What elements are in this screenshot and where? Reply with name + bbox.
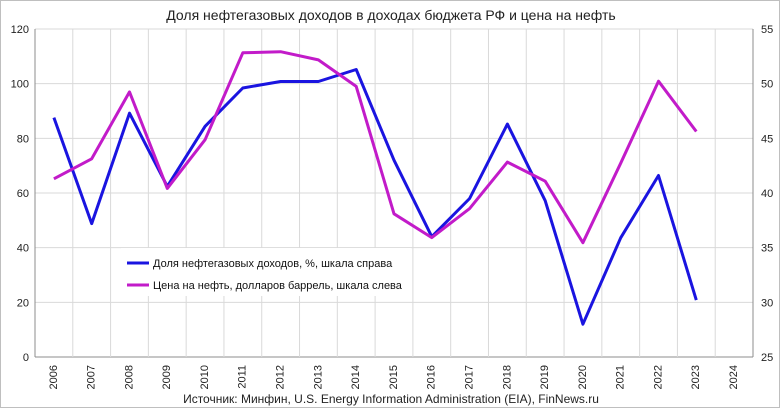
x-tick-label: 2021 bbox=[615, 365, 627, 389]
x-tick-label: 2007 bbox=[86, 365, 98, 389]
x-tick-label: 2013 bbox=[312, 365, 324, 389]
right-axis-ticks: 25 30 35 40 45 50 55 bbox=[761, 24, 773, 364]
legend: Доля нефтегазовых доходов, %, шкала спра… bbox=[121, 248, 411, 296]
x-tick-label: 2022 bbox=[652, 365, 664, 389]
x-tick-label: 2016 bbox=[426, 365, 438, 389]
series-line-oil-price bbox=[53, 50, 698, 245]
legend-label-revenue-share: Доля нефтегазовых доходов, %, шкала спра… bbox=[153, 258, 393, 270]
x-tick-label: 2011 bbox=[237, 365, 249, 389]
source-note: Источник: Минфин, U.S. Energy Informatio… bbox=[183, 392, 599, 406]
left-tick-label: 80 bbox=[17, 133, 29, 145]
x-tick-label: 2009 bbox=[161, 365, 173, 389]
x-tick-label: 2008 bbox=[123, 365, 135, 389]
x-tick-label: 2010 bbox=[199, 365, 211, 389]
left-tick-label: 60 bbox=[17, 188, 29, 200]
right-tick-label: 55 bbox=[761, 24, 773, 36]
left-tick-label: 100 bbox=[11, 79, 29, 91]
x-tick-label: 2023 bbox=[690, 365, 702, 389]
left-tick-label: 20 bbox=[17, 297, 29, 309]
x-tick-label: 2012 bbox=[275, 365, 287, 389]
gridlines bbox=[34, 28, 754, 358]
left-axis-ticks: 0 20 40 60 80 100 120 bbox=[11, 24, 29, 364]
x-axis-ticks: 2006 2007 2008 2009 2010 2011 2012 2013 2014 2015… bbox=[48, 365, 740, 389]
x-tick-label: 2015 bbox=[388, 365, 400, 389]
x-tick-label: 2014 bbox=[350, 365, 362, 389]
right-tick-label: 40 bbox=[761, 188, 773, 200]
left-tick-label: 120 bbox=[11, 24, 29, 36]
series-lines bbox=[52, 50, 698, 326]
right-tick-label: 35 bbox=[761, 243, 773, 255]
legend-box bbox=[121, 248, 411, 296]
legend-label-oil-price: Цена на нефть, долларов баррель, шкала с… bbox=[153, 280, 403, 292]
left-tick-label: 40 bbox=[17, 243, 29, 255]
right-tick-label: 45 bbox=[761, 133, 773, 145]
x-tick-label: 2017 bbox=[463, 365, 475, 389]
x-tick-label: 2006 bbox=[48, 365, 60, 389]
right-tick-label: 30 bbox=[761, 297, 773, 309]
x-tick-label: 2019 bbox=[539, 365, 551, 389]
x-tick-label: 2018 bbox=[501, 365, 513, 389]
right-tick-label: 25 bbox=[761, 352, 773, 364]
x-tick-label: 2024 bbox=[728, 365, 740, 389]
left-tick-label: 0 bbox=[23, 352, 29, 364]
right-tick-label: 50 bbox=[761, 79, 773, 91]
x-tick-label: 2020 bbox=[577, 365, 589, 389]
chart-title: Доля нефтегазовых доходов в доходах бюдж… bbox=[166, 7, 615, 23]
